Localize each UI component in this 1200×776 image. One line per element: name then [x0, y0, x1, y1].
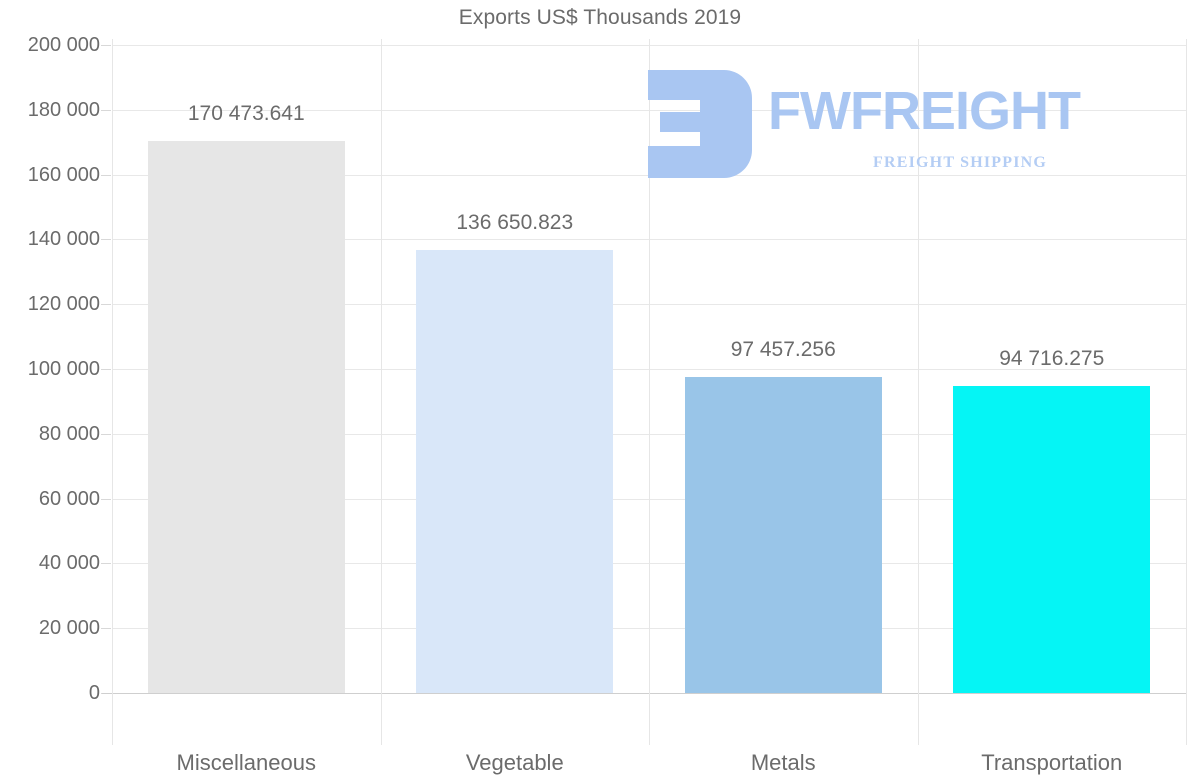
chart-title: Exports US$ Thousands 2019	[458, 6, 742, 29]
x-axis-category-label: Metals	[750, 750, 816, 775]
bar-miscellaneous[interactable]	[147, 140, 345, 693]
y-axis-tick-label: 120 000	[27, 293, 100, 316]
x-axis-category-label: Vegetable	[465, 750, 564, 775]
bar-value-label: 97 457.256	[730, 338, 836, 362]
y-axis-tick-label: 200 000	[27, 34, 100, 56]
gridline-horizontal	[102, 693, 1186, 694]
y-axis-tick-label: 180 000	[27, 98, 100, 121]
gridline-vertical	[649, 39, 650, 745]
y-axis-tick-mark	[101, 45, 111, 46]
y-axis-tick-label: 160 000	[27, 163, 100, 186]
y-axis-tick-label: 140 000	[27, 228, 100, 251]
y-axis-tick-mark	[101, 433, 111, 435]
bar-transportation[interactable]	[953, 386, 1151, 693]
gridline-vertical	[112, 39, 113, 745]
x-axis-category-label: Miscellaneous	[176, 750, 316, 775]
y-axis-tick-mark	[101, 174, 111, 176]
gridline-vertical	[381, 39, 382, 745]
bar-value-label: 136 650.823	[456, 211, 574, 235]
plot-area: 170 473.641 Miscellaneous 136 650.823 Veget…	[102, 39, 1187, 775]
y-axis-tick-label: 60 000	[38, 487, 100, 510]
y-axis-tick-mark	[101, 109, 111, 111]
y-axis-tick-mark	[101, 498, 111, 500]
bar-vegetable[interactable]	[416, 250, 614, 693]
y-axis-tick-label: 100 000	[27, 358, 100, 380]
y-axis-tick-mark	[101, 239, 111, 241]
y-axis-tick-label: 80 000	[38, 422, 100, 445]
y-axis-tick-labels: 200 000 180 000 160 000 140 000 120 000 100 0…	[0, 35, 1200, 703]
y-axis-tick-mark	[101, 628, 111, 630]
y-axis-tick-mark	[101, 369, 111, 370]
gridline-vertical	[918, 39, 919, 745]
bar-value-label: 94 716.275	[999, 347, 1105, 371]
y-axis-tick-mark	[101, 304, 111, 306]
x-axis-category-label: Transportation	[981, 750, 1123, 775]
y-axis-tick-label: 0	[88, 682, 100, 704]
gridline-vertical	[1186, 39, 1187, 745]
y-axis-tick-label: 40 000	[38, 552, 100, 575]
y-axis-tick-mark	[101, 563, 111, 565]
bar-metals[interactable]	[684, 377, 882, 693]
bar-value-label: 170 473.641	[187, 101, 305, 125]
y-axis-tick-label: 20 000	[38, 617, 100, 640]
